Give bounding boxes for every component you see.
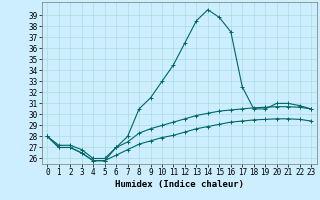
X-axis label: Humidex (Indice chaleur): Humidex (Indice chaleur): [115, 180, 244, 189]
